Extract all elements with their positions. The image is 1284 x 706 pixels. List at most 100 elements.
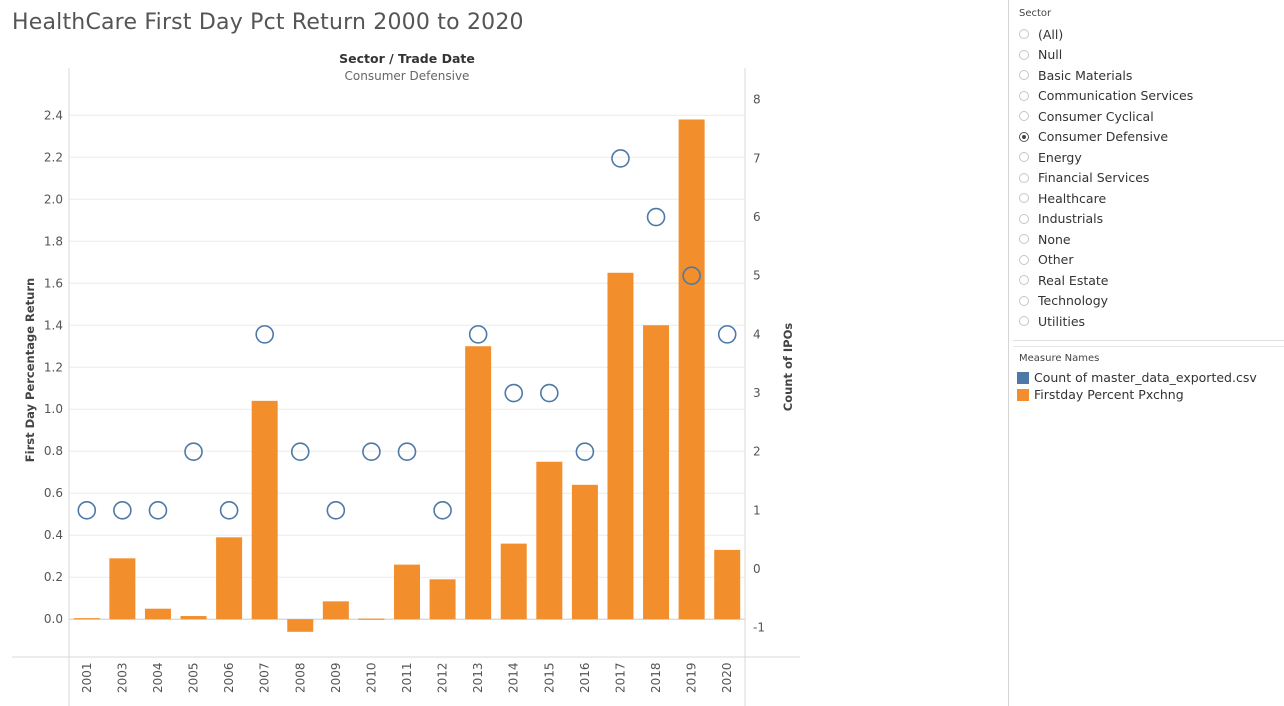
count-point-2020[interactable]: [717, 325, 737, 344]
sector-option[interactable]: Financial Services: [1013, 168, 1284, 189]
y2-tick-label: 4: [753, 327, 761, 341]
x-tick-label: 2009: [329, 662, 343, 693]
count-point-2014[interactable]: [504, 383, 524, 403]
radio-unselected-icon: [1019, 213, 1029, 224]
x-tick-label: 2017: [613, 662, 627, 693]
bar-2015[interactable]: [536, 461, 563, 620]
bar-2012[interactable]: [429, 579, 456, 620]
radio-selected-icon: [1019, 131, 1029, 142]
count-point-2004[interactable]: [148, 501, 168, 520]
y2-tick-label: 5: [753, 269, 761, 283]
bar-2014[interactable]: [500, 543, 527, 620]
x-tick-label: 2014: [507, 662, 521, 693]
radio-unselected-icon: [1019, 172, 1029, 183]
bar-2006[interactable]: [216, 537, 243, 620]
x-tick-label: 2007: [258, 662, 272, 693]
sector-option[interactable]: Energy: [1013, 147, 1284, 168]
sector-option[interactable]: Consumer Defensive: [1013, 127, 1284, 148]
x-tick-label: 2020: [720, 662, 734, 693]
bar-2004[interactable]: [144, 608, 171, 620]
y-tick-label: 0.4: [44, 528, 63, 542]
sector-option[interactable]: (All): [1013, 24, 1284, 45]
sector-filter-panel: Sector (All) Null Basic Materials Communica…: [1013, 2, 1284, 341]
x-tick-label: 2019: [685, 662, 699, 693]
legend-item[interactable]: Firstday Percent Pxchng: [1013, 386, 1284, 403]
bar-2016[interactable]: [571, 484, 598, 620]
sector-option[interactable]: Real Estate: [1013, 270, 1284, 291]
sector-option[interactable]: Null: [1013, 45, 1284, 66]
legend-item[interactable]: Count of master_data_exported.csv: [1013, 369, 1284, 386]
count-point-2018[interactable]: [646, 207, 666, 227]
count-point-2017[interactable]: [611, 149, 630, 168]
y-tick-label: 1.8: [44, 234, 63, 248]
sector-option[interactable]: Consumer Cyclical: [1013, 106, 1284, 127]
sector-option-label: Technology: [1038, 293, 1109, 309]
sector-option-label: Communication Services: [1038, 88, 1194, 104]
y-tick-label: 0.2: [44, 570, 63, 584]
sector-option-label: Industrials: [1038, 211, 1104, 227]
y2-tick-label: 1: [753, 503, 761, 517]
count-point-2012[interactable]: [433, 501, 452, 520]
y-tick-label: 2.4: [44, 108, 63, 122]
bar-2017[interactable]: [607, 272, 634, 620]
bar-2020[interactable]: [714, 549, 741, 620]
sector-option[interactable]: Basic Materials: [1013, 65, 1284, 86]
sector-option-label: Null: [1038, 47, 1063, 63]
radio-unselected-icon: [1019, 29, 1029, 40]
radio-unselected-icon: [1019, 254, 1029, 265]
bar-2013[interactable]: [465, 346, 492, 620]
chart[interactable]: 0.0 0.2 0.4 0.6 0.8 1.0 1.2 1.4 1.6 1.8 2.0 2.2 2.4 -…: [0, 0, 1005, 706]
bar-2018[interactable]: [643, 325, 670, 620]
x-tick-label: 2011: [400, 662, 414, 693]
y2-tick-label: 7: [753, 151, 761, 165]
sector-option-label: (All): [1038, 26, 1064, 42]
count-point-2006[interactable]: [219, 501, 239, 520]
bar-2003[interactable]: [109, 558, 136, 620]
count-point-2011[interactable]: [397, 442, 417, 461]
bar-2009[interactable]: [322, 601, 349, 620]
sector-option[interactable]: None: [1013, 229, 1284, 250]
bar-2011[interactable]: [394, 564, 420, 620]
bar-2008[interactable]: [287, 619, 314, 632]
sector-option-label: Financial Services: [1038, 170, 1150, 186]
radio-unselected-icon: [1019, 295, 1029, 306]
count-point-2016[interactable]: [575, 442, 595, 461]
sector-option[interactable]: Healthcare: [1013, 188, 1284, 209]
x-tick-label: 2004: [151, 662, 165, 693]
count-point-2009[interactable]: [326, 501, 346, 520]
count-point-2010[interactable]: [362, 442, 381, 461]
dashboard-title: HealthCare First Day Pct Return 2000 to …: [12, 10, 524, 35]
sector-options-list: (All) Null Basic Materials Communication Se…: [1013, 24, 1284, 332]
x-tick-label: 2010: [364, 662, 378, 693]
count-point-2015[interactable]: [540, 383, 559, 403]
count-point-2005[interactable]: [184, 442, 203, 461]
sector-filter-header: Sector: [1019, 8, 1052, 19]
y-tick-label: 1.6: [44, 276, 63, 290]
count-point-2008[interactable]: [290, 442, 310, 461]
sector-option[interactable]: Industrials: [1013, 209, 1284, 230]
x-tick-label: 2012: [436, 662, 450, 693]
bar-2005[interactable]: [180, 616, 207, 620]
x-tick-label: 2016: [578, 662, 592, 693]
count-point-2003[interactable]: [113, 501, 132, 520]
y2-tick-label: 6: [753, 210, 761, 224]
x-tick-label: 2001: [80, 662, 94, 693]
count-point-2007[interactable]: [255, 325, 274, 344]
x-tick-label: 2006: [222, 662, 236, 693]
bar-2007[interactable]: [251, 400, 278, 620]
count-point-2001[interactable]: [77, 501, 97, 520]
chart-header-sector: Consumer Defensive: [345, 69, 470, 83]
bar-2019[interactable]: [678, 119, 705, 620]
sector-option[interactable]: Other: [1013, 250, 1284, 271]
y2-tick-label: -1: [753, 621, 765, 635]
x-tick-label: 2008: [293, 662, 307, 693]
bar-2001[interactable]: [73, 618, 100, 620]
sector-option[interactable]: Communication Services: [1013, 86, 1284, 107]
count-point-2013[interactable]: [468, 325, 488, 344]
sector-option[interactable]: Utilities: [1013, 311, 1284, 332]
sector-option[interactable]: Technology: [1013, 291, 1284, 312]
count-point-2019[interactable]: [682, 266, 701, 286]
y-tick-label: 2.0: [44, 192, 63, 206]
bar-2010[interactable]: [358, 618, 385, 620]
